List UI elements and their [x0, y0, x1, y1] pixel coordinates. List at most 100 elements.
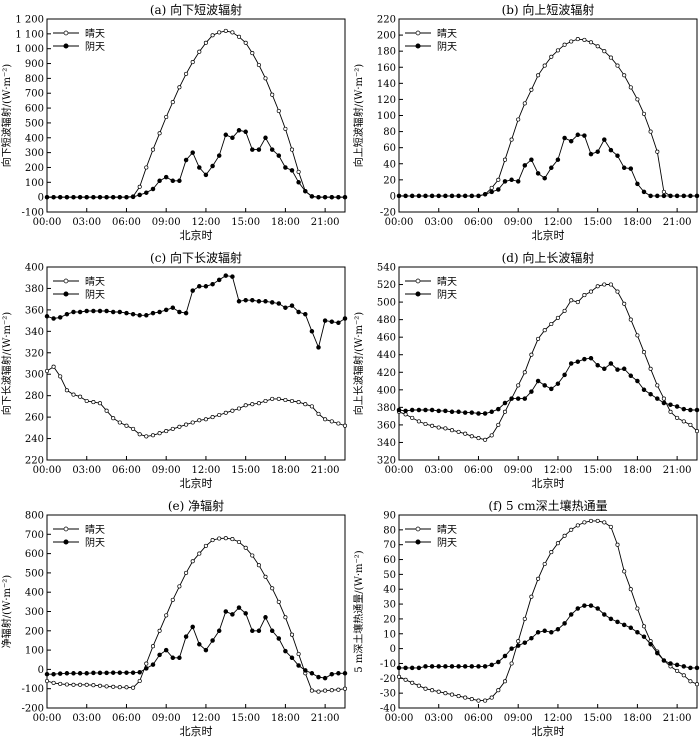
- data-point-cloudy: [256, 628, 262, 634]
- data-point-cloudy: [303, 311, 308, 317]
- data-point-cloudy: [688, 665, 693, 671]
- y-tick-label: 0: [390, 191, 396, 202]
- x-axis-label-a: 北京时: [180, 228, 213, 242]
- data-point-cloudy: [84, 194, 89, 200]
- y-tick-label: 80: [383, 525, 396, 536]
- data-point-sunny: [655, 149, 660, 154]
- data-point-cloudy: [91, 194, 96, 200]
- data-point-sunny: [263, 398, 268, 404]
- data-point-sunny: [289, 632, 295, 637]
- data-point-sunny: [283, 126, 288, 131]
- data-point-cloudy: [628, 166, 634, 171]
- data-point-sunny: [91, 400, 96, 405]
- data-point-sunny: [608, 524, 613, 529]
- data-point-sunny: [97, 683, 103, 688]
- data-point-sunny: [635, 97, 640, 102]
- x-tick-label: 00:00: [33, 713, 62, 724]
- data-point-sunny: [635, 606, 640, 611]
- data-point-cloudy: [436, 664, 441, 669]
- data-point-sunny: [276, 108, 281, 114]
- data-point-cloudy: [496, 187, 501, 192]
- data-point-sunny: [476, 436, 481, 441]
- data-point-sunny: [675, 668, 680, 673]
- x-tick-label: 06:00: [112, 217, 141, 228]
- data-point-cloudy: [456, 664, 461, 669]
- legend-marker-sunny: [63, 30, 69, 36]
- data-point-cloudy: [542, 383, 547, 388]
- data-point-cloudy: [71, 309, 76, 315]
- data-point-sunny: [289, 398, 295, 404]
- data-point-cloudy: [130, 311, 136, 317]
- legend-marker-cloudy: [415, 291, 421, 297]
- data-point-sunny: [203, 543, 208, 548]
- data-point-sunny: [276, 599, 281, 604]
- legend-label-cloudy: 阴天: [437, 537, 457, 549]
- data-point-sunny: [416, 419, 421, 424]
- data-point-sunny: [270, 396, 275, 401]
- data-point-cloudy: [309, 194, 315, 199]
- data-point-cloudy: [462, 664, 468, 669]
- x-tick-label: 06:00: [112, 465, 141, 476]
- data-point-cloudy: [110, 194, 116, 200]
- data-point-cloudy: [595, 363, 600, 368]
- data-point-sunny: [309, 404, 314, 409]
- y-tick-label: 800: [25, 74, 44, 85]
- data-point-cloudy: [681, 193, 687, 199]
- data-point-cloudy: [336, 671, 341, 676]
- data-point-sunny: [615, 63, 620, 68]
- data-point-sunny: [78, 394, 83, 399]
- data-point-cloudy: [522, 163, 528, 168]
- data-point-cloudy: [289, 168, 295, 173]
- data-point-cloudy: [51, 671, 56, 677]
- data-point-cloudy: [403, 193, 408, 199]
- data-point-sunny: [582, 37, 587, 42]
- data-point-sunny: [588, 40, 594, 45]
- y-tick-label: 400: [25, 588, 44, 599]
- data-point-sunny: [296, 651, 301, 657]
- data-point-cloudy: [549, 386, 554, 392]
- data-point-sunny: [223, 536, 228, 541]
- data-point-sunny: [463, 431, 468, 436]
- data-point-cloudy: [197, 642, 202, 647]
- data-point-cloudy: [515, 179, 521, 184]
- legend-marker-cloudy: [415, 539, 421, 545]
- data-point-sunny: [522, 370, 527, 375]
- data-point-sunny: [555, 315, 560, 320]
- data-point-sunny: [270, 586, 275, 591]
- data-point-sunny: [416, 683, 421, 688]
- data-point-cloudy: [469, 664, 475, 669]
- data-point-sunny: [243, 545, 248, 550]
- x-tick-label: 03:00: [424, 465, 453, 476]
- data-point-sunny: [58, 681, 63, 686]
- data-point-sunny: [569, 298, 574, 303]
- data-point-sunny: [410, 415, 415, 420]
- x-tick-label: 21:00: [663, 713, 692, 724]
- x-tick-label: 15:00: [583, 217, 612, 228]
- data-point-cloudy: [641, 634, 647, 639]
- data-point-cloudy: [77, 671, 83, 676]
- data-point-sunny: [117, 420, 122, 425]
- y-tick-label: 140: [377, 79, 396, 90]
- data-point-sunny: [164, 114, 169, 120]
- data-point-sunny: [595, 44, 600, 49]
- data-point-cloudy: [482, 192, 488, 197]
- data-point-sunny: [661, 189, 666, 194]
- y-tick-label: 280: [25, 391, 44, 402]
- data-point-sunny: [44, 678, 50, 684]
- chart-title-e: (e) 净辐射: [168, 498, 224, 513]
- data-point-cloudy: [529, 635, 534, 641]
- legend-label-sunny: 晴天: [85, 523, 105, 536]
- data-point-sunny: [509, 661, 514, 666]
- data-point-cloudy: [322, 194, 328, 200]
- data-point-cloudy: [462, 193, 468, 199]
- data-point-sunny: [203, 417, 208, 422]
- data-point-sunny: [64, 682, 69, 687]
- data-point-cloudy: [635, 378, 640, 384]
- data-point-sunny: [97, 401, 103, 406]
- data-point-cloudy: [163, 307, 169, 313]
- data-point-cloudy: [223, 273, 229, 278]
- data-point-sunny: [694, 429, 700, 434]
- data-point-cloudy: [641, 387, 647, 393]
- data-point-cloudy: [216, 628, 222, 634]
